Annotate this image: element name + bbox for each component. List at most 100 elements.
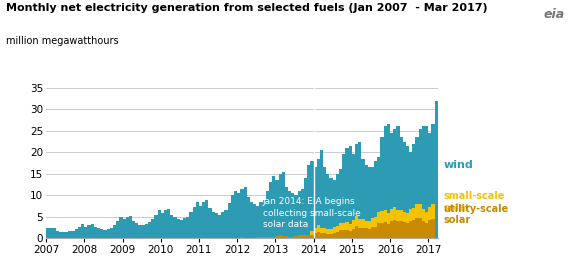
Bar [161, 213, 164, 238]
Bar [396, 126, 400, 238]
Bar [336, 174, 339, 238]
Bar [192, 207, 196, 238]
Bar [291, 193, 294, 238]
Bar [384, 126, 387, 238]
Bar [148, 222, 151, 238]
Bar [209, 208, 211, 238]
Bar [301, 189, 304, 238]
Bar [90, 224, 94, 238]
Bar [167, 209, 170, 238]
Text: eia: eia [543, 8, 564, 21]
Bar [390, 133, 393, 238]
Bar [272, 176, 275, 238]
Bar [205, 200, 209, 238]
Bar [285, 187, 288, 238]
Bar [231, 195, 234, 238]
Bar [215, 213, 218, 238]
Bar [329, 178, 333, 238]
Bar [409, 152, 412, 238]
Bar [380, 137, 384, 238]
Bar [199, 206, 202, 238]
Bar [371, 167, 374, 238]
Bar [304, 178, 307, 238]
Bar [355, 144, 358, 238]
Bar [365, 165, 367, 238]
Bar [288, 191, 291, 238]
Bar [142, 225, 145, 238]
Bar [135, 223, 138, 238]
Bar [110, 228, 113, 238]
Bar [145, 224, 148, 238]
Bar [266, 191, 269, 238]
Bar [317, 159, 320, 238]
Bar [263, 200, 266, 238]
Bar [75, 229, 78, 238]
Bar [69, 232, 71, 238]
Bar [225, 210, 228, 238]
Bar [339, 170, 342, 238]
Bar [250, 202, 253, 238]
Bar [313, 167, 317, 238]
Bar [247, 198, 250, 238]
Bar [59, 232, 62, 238]
Bar [78, 227, 81, 238]
Bar [415, 137, 419, 238]
Bar [412, 144, 415, 238]
Bar [123, 219, 126, 238]
Bar [234, 191, 237, 238]
Bar [406, 146, 409, 238]
Bar [113, 225, 116, 238]
Bar [310, 161, 313, 238]
Bar [88, 225, 90, 238]
Bar [253, 204, 256, 238]
Bar [170, 215, 173, 238]
Bar [132, 221, 135, 238]
Bar [173, 217, 177, 238]
Text: wind: wind [444, 160, 473, 170]
Bar [154, 215, 157, 238]
Bar [151, 219, 154, 238]
Bar [71, 231, 75, 238]
Text: million megawatthours: million megawatthours [6, 36, 119, 45]
Bar [259, 202, 263, 238]
Bar [177, 219, 180, 238]
Bar [374, 161, 377, 238]
Bar [138, 225, 142, 238]
Bar [434, 101, 438, 238]
Bar [81, 224, 84, 238]
Bar [256, 206, 259, 238]
Bar [400, 137, 403, 238]
Bar [180, 220, 183, 238]
Bar [65, 232, 69, 238]
Bar [119, 217, 123, 238]
Bar [50, 228, 52, 238]
Bar [244, 187, 247, 238]
Bar [104, 230, 107, 238]
Bar [422, 126, 425, 238]
Bar [46, 229, 50, 238]
Bar [358, 141, 361, 238]
Bar [116, 221, 119, 238]
Bar [282, 172, 285, 238]
Bar [107, 229, 110, 238]
Bar [352, 155, 355, 238]
Bar [361, 159, 365, 238]
Bar [428, 133, 431, 238]
Bar [190, 212, 192, 238]
Text: Jan 2014: EIA begins
collecting small-scale
solar data: Jan 2014: EIA begins collecting small-sc… [263, 198, 361, 229]
Bar [323, 167, 327, 238]
Bar [279, 174, 282, 238]
Bar [94, 227, 97, 238]
Bar [367, 167, 371, 238]
Bar [196, 202, 199, 238]
Bar [333, 180, 336, 238]
Bar [62, 232, 65, 238]
Bar [275, 180, 279, 238]
Bar [307, 165, 310, 238]
Bar [342, 155, 346, 238]
Bar [84, 227, 88, 238]
Bar [240, 189, 244, 238]
Bar [393, 129, 396, 238]
Bar [269, 182, 272, 238]
Bar [294, 195, 298, 238]
